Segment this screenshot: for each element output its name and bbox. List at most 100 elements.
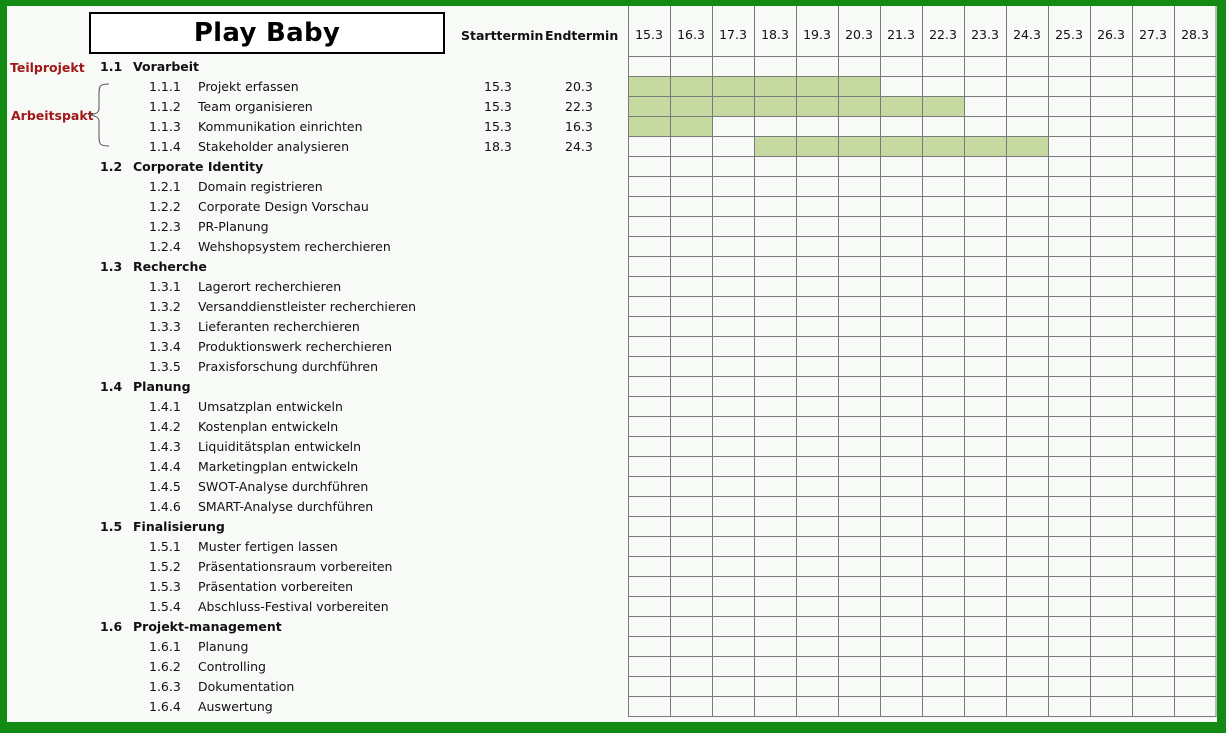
row-number: 1.6.2 [149,659,181,674]
row-number: 1.6.3 [149,679,181,694]
task-row: 1.1.1 Projekt erfassen 15.3 20.3 [7,77,627,97]
task-row: 1.3.5 Praxisforschung durchführen [7,357,627,377]
row-name: Abschluss-Festival vorbereiten [198,599,389,614]
row-number: 1.1.1 [149,79,181,94]
task-row: 1.5.2 Präsentationsraum vorbereiten [7,557,627,577]
task-row: 1.6.2 Controlling [7,657,627,677]
phase-row: 1.2 Corporate Identity [7,157,627,177]
task-row: 1.3.3 Lieferanten recherchieren [7,317,627,337]
row-name: Praxisforschung durchführen [198,359,378,374]
row-number: 1.2.4 [149,239,181,254]
task-row: 1.2.2 Corporate Design Vorschau [7,197,627,217]
task-row: 1.6.3 Dokumentation [7,677,627,697]
row-name: Dokumentation [198,679,295,694]
row-number: 1.5.2 [149,559,181,574]
task-row: 1.4.1 Umsatzplan entwickeln [7,397,627,417]
task-row: 1.5.1 Muster fertigen lassen [7,537,627,557]
row-number: 1.2.1 [149,179,181,194]
task-row: 1.1.2 Team organisieren 15.3 22.3 [7,97,627,117]
date-column-label: 17.3 [719,27,747,42]
row-number: 1.4.4 [149,459,181,474]
phase-row: 1.5 Finalisierung [7,517,627,537]
task-row: 1.2.3 PR-Planung [7,217,627,237]
date-column-label: 23.3 [971,27,999,42]
row-number: 1.4 [100,379,123,394]
row-name: SMART-Analyse durchführen [198,499,374,514]
task-row: 1.2.1 Domain registrieren [7,177,627,197]
row-number: 1.1.2 [149,99,181,114]
row-name: Projekt-management [133,619,282,634]
row-number: 1.1 [100,59,123,74]
row-number: 1.5.4 [149,599,181,614]
date-column-label: 24.3 [1013,27,1041,42]
row-number: 1.5.1 [149,539,181,554]
task-row: 1.4.3 Liquiditätsplan entwickeln [7,437,627,457]
row-name: Lagerort recherchieren [198,279,342,294]
row-number: 1.3 [100,259,123,274]
row-number: 1.2 [100,159,123,174]
row-name: Recherche [133,259,207,274]
arbeitspakt-label: Arbeitspakt [11,108,94,123]
project-title: Play Baby [89,12,445,54]
row-number: 1.1.3 [149,119,181,134]
row-end-date: 16.3 [565,119,593,134]
date-column-label: 18.3 [761,27,789,42]
gantt-grid: 15.3 16.3 17.3 18.3 19.3 20.3 21.3 22.3 23.3 24.3… [628,6,1217,717]
task-row: 1.5.4 Abschluss-Festival vorbereiten [7,597,627,617]
date-column-label: 20.3 [845,27,873,42]
task-row: 1.4.5 SWOT-Analyse durchführen [7,477,627,497]
row-number: 1.3.4 [149,339,181,354]
row-name: Domain registrieren [198,179,323,194]
gantt-bar [754,137,1048,157]
row-start-date: 15.3 [484,119,512,134]
row-number: 1.6.4 [149,699,181,714]
row-name: Projekt erfassen [198,79,299,94]
phase-row: 1.6 Projekt-management [7,617,627,637]
row-name: Wehshopsystem recherchieren [198,239,391,254]
task-row: 1.4.2 Kostenplan entwickeln [7,417,627,437]
task-row: 1.4.4 Marketingplan entwickeln [7,457,627,477]
row-name: Planung [133,379,191,394]
task-row: 1.2.4 Wehshopsystem recherchieren [7,237,627,257]
row-end-date: 22.3 [565,99,593,114]
date-column-label: 22.3 [929,27,957,42]
date-column-label: 15.3 [635,27,663,42]
row-name: Planung [198,639,249,654]
task-row: 1.6.1 Planung [7,637,627,657]
row-name: Muster fertigen lassen [198,539,338,554]
row-number: 1.3.3 [149,319,181,334]
task-row: 1.3.4 Produktionswerk recherchieren [7,337,627,357]
row-name: Umsatzplan entwickeln [198,399,343,414]
date-column-label: 19.3 [803,27,831,42]
date-column-label: 21.3 [887,27,915,42]
row-name: Vorarbeit [133,59,200,74]
row-number: 1.2.2 [149,199,181,214]
row-number: 1.2.3 [149,219,181,234]
end-date-header: Endtermin [545,28,619,43]
row-name: Marketingplan entwickeln [198,459,359,474]
teilprojekt-label: Teilprojekt [10,60,85,75]
row-name: Controlling [198,659,266,674]
row-number: 1.3.5 [149,359,181,374]
row-number: 1.3.1 [149,279,181,294]
row-name: PR-Planung [198,219,269,234]
row-number: 1.1.4 [149,139,181,154]
row-name: Lieferanten recherchieren [198,319,360,334]
row-start-date: 15.3 [484,99,512,114]
gantt-sheet: Play Baby Starttermin Endtermin Teilproj… [7,6,1217,722]
row-number: 1.3.2 [149,299,181,314]
row-number: 1.5.3 [149,579,181,594]
row-name: Liquiditätsplan entwickeln [198,439,362,454]
row-end-date: 24.3 [565,139,593,154]
row-name: Team organisieren [198,99,313,114]
task-row: 1.3.1 Lagerort recherchieren [7,277,627,297]
date-column-label: 28.3 [1181,27,1209,42]
row-number: 1.6 [100,619,123,634]
curly-brace-icon [88,83,110,147]
row-start-date: 15.3 [484,79,512,94]
row-name: Kommunikation einrichten [198,119,363,134]
row-name: Finalisierung [133,519,225,534]
row-number: 1.4.3 [149,439,181,454]
task-row: 1.6.4 Auswertung [7,697,627,717]
date-column-label: 25.3 [1055,27,1083,42]
